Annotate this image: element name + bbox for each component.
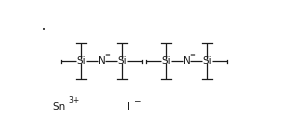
- Text: =: =: [189, 52, 195, 58]
- Text: N: N: [98, 56, 105, 66]
- Text: I: I: [126, 102, 130, 112]
- Text: Si: Si: [117, 56, 127, 66]
- Text: Si: Si: [202, 56, 212, 66]
- Text: •: •: [42, 27, 46, 33]
- Text: Sn: Sn: [53, 102, 66, 112]
- Text: 3+: 3+: [69, 96, 80, 105]
- Text: Si: Si: [161, 56, 171, 66]
- Text: =: =: [104, 52, 110, 58]
- Text: Si: Si: [76, 56, 86, 66]
- Text: N: N: [183, 56, 190, 66]
- Text: −: −: [133, 96, 140, 105]
